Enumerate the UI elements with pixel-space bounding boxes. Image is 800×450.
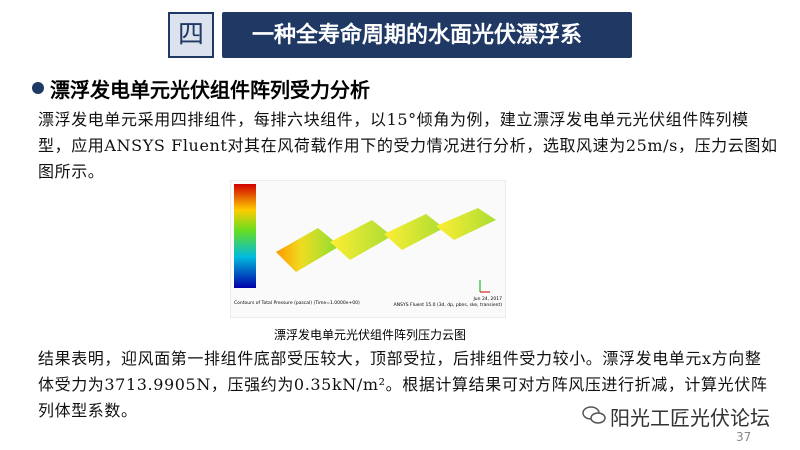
panel [330, 220, 392, 260]
bullet [32, 82, 44, 94]
panel [276, 228, 340, 272]
slide-title: 一种全寿命周期的水面光伏漂浮系 [222, 12, 632, 58]
wechat-icon [582, 406, 606, 424]
panel [436, 208, 496, 240]
panel [384, 214, 444, 250]
colorbar [234, 184, 256, 288]
figure-footer: ANSYS Fluent 15.0 (3d, dp, pbns, ske, tr… [394, 302, 503, 308]
figure-footer: Contours of Total Pressure (pascal) (Tim… [234, 300, 360, 306]
paragraph: 结果表明，迎风面第一排组件底部受压较大，顶部受拉，后排组件受力较小。漂浮发电单元… [38, 349, 768, 420]
page-number: 37 [736, 430, 752, 444]
watermark: 阳光工匠光伏论坛 [610, 406, 770, 430]
figure-caption: 漂浮发电单元光伏组件阵列压力云图 [273, 328, 466, 342]
figure-date: Jun 24, 2017 [472, 296, 502, 302]
pressure-figure: Contours of Total Pressure (pascal) (Tim… [230, 180, 506, 318]
section-number: 四 [168, 12, 214, 58]
section-heading: 漂浮发电单元光伏组件阵列受力分析 [50, 78, 370, 102]
paragraph: 漂浮发电单元采用四排组件，每排六块组件，以15°倾角为例，建立漂浮发电单元光伏组… [38, 110, 778, 181]
